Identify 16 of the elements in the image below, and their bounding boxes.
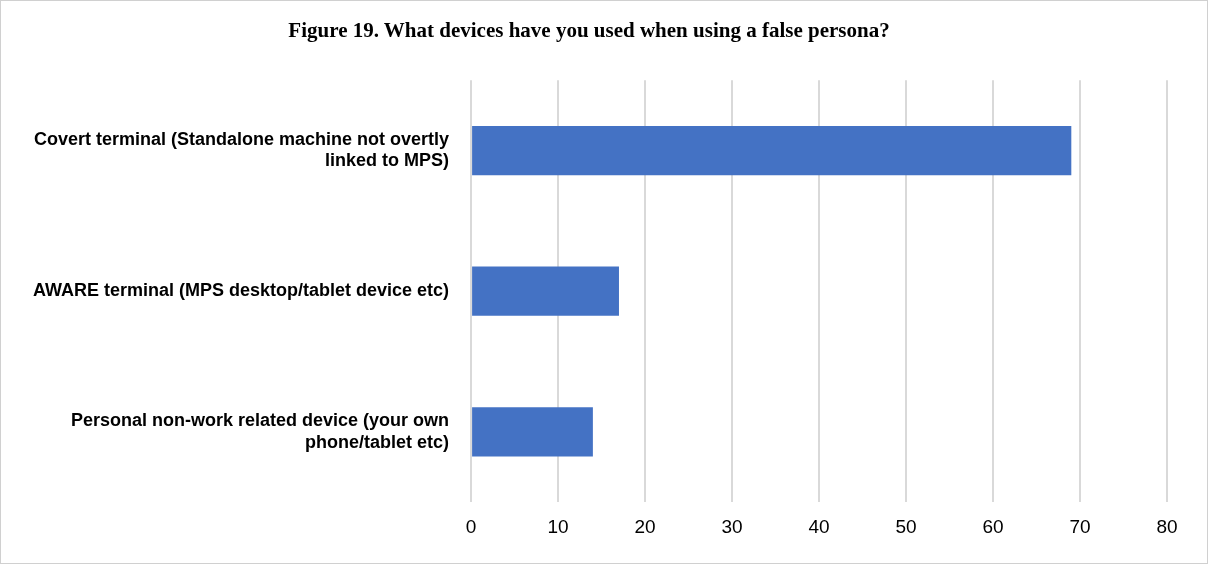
bar	[472, 266, 619, 316]
x-tick-label: 30	[721, 515, 743, 537]
x-tick-label: 60	[982, 515, 1004, 537]
y-tick-label: AWARE terminal (MPS desktop/tablet device etc)	[32, 280, 450, 301]
chart-title: Figure 19. What devices have you used when using a false persona?	[288, 18, 890, 43]
bar	[472, 125, 1072, 176]
x-tick-label: 80	[1156, 515, 1178, 537]
bar	[472, 407, 593, 457]
x-tick-label: 70	[1069, 515, 1091, 537]
y-tick-label: Covert terminal (Standalone machine not overtly linked to MPS)	[34, 128, 450, 171]
y-tick-label: Personal non-work related device (your own phone/tablet etc)	[71, 410, 450, 452]
x-tick-label: 0	[465, 515, 477, 537]
x-tick-label: 40	[808, 515, 830, 537]
x-tick-label: 10	[547, 515, 569, 537]
x-tick-label: 50	[895, 515, 917, 537]
x-tick-label: 20	[634, 515, 656, 537]
